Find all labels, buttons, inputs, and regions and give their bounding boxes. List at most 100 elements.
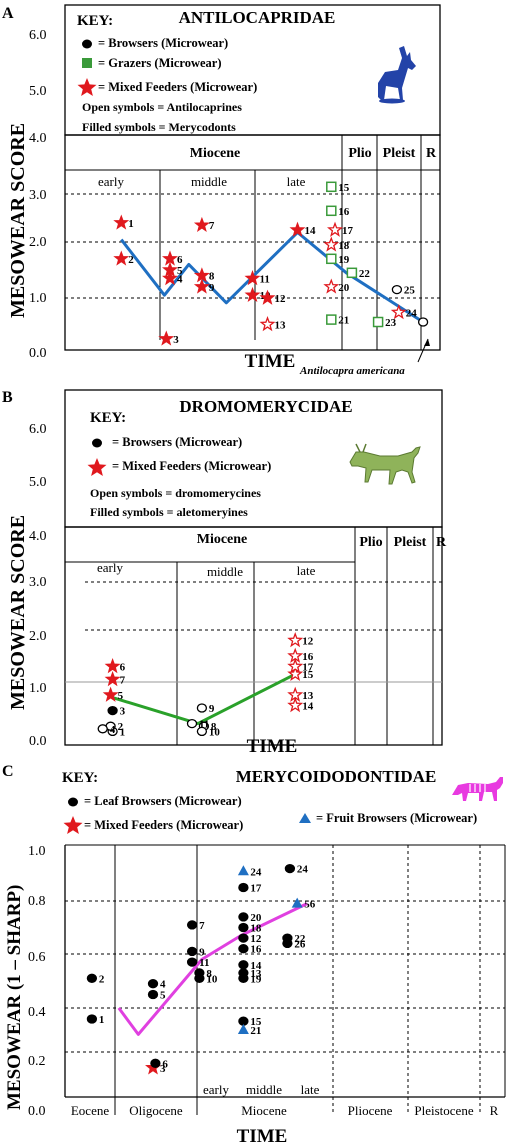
data-label-5: 5 bbox=[118, 690, 124, 702]
data-point-14 bbox=[289, 221, 306, 237]
data-label-10: 10 bbox=[209, 726, 221, 738]
key-b-mixed-symbol bbox=[87, 458, 107, 476]
data-label-7: 7 bbox=[199, 920, 205, 932]
ytick-b-5: 5.0 bbox=[29, 475, 47, 490]
data-label-24: 24 bbox=[297, 864, 309, 876]
data-label-25: 25 bbox=[404, 285, 416, 297]
data-point-17 bbox=[327, 221, 343, 237]
data-label-17: 17 bbox=[250, 883, 262, 895]
period-c-oligocene: Oligocene bbox=[129, 1103, 183, 1118]
period-c-recent: R bbox=[490, 1103, 499, 1118]
data-label-14: 14 bbox=[305, 225, 317, 237]
data-point-16 bbox=[238, 944, 249, 954]
data-label-15: 15 bbox=[338, 182, 350, 194]
chart-marks-a: 1234567891011121314151617181920212223242… bbox=[113, 181, 429, 346]
ytick-b-2: 2.0 bbox=[29, 629, 47, 644]
data-point-22 bbox=[346, 267, 358, 279]
data-label-2: 2 bbox=[99, 973, 105, 985]
data-point-6 bbox=[104, 658, 121, 674]
data-label-20: 20 bbox=[250, 912, 262, 924]
data-point-3 bbox=[158, 330, 175, 346]
data-label-10: 10 bbox=[206, 973, 218, 985]
data-label-12: 12 bbox=[275, 293, 287, 305]
period-c-pleistocene: Pleistocene bbox=[414, 1103, 473, 1118]
data-label-14: 14 bbox=[302, 700, 314, 712]
data-label-1: 1 bbox=[120, 726, 126, 738]
key-a-mixed-symbol bbox=[77, 78, 97, 96]
data-label-23: 23 bbox=[385, 317, 397, 329]
panel-c-title: MERYCOIDODONTIDAE bbox=[236, 767, 437, 786]
data-point-7 bbox=[186, 920, 198, 930]
data-label-5: 5 bbox=[160, 990, 166, 1002]
ytick-c-1: 1.0 bbox=[28, 844, 46, 859]
dromomerycid-illustration-icon bbox=[349, 443, 421, 485]
data-point-14 bbox=[287, 697, 304, 713]
panel-a: A 6.0 5.0 4.0 3.0 2.0 1.0 0.0 MESOWEAR S… bbox=[2, 4, 441, 377]
data-label-8: 8 bbox=[206, 968, 212, 980]
key-c-fruit-symbol bbox=[299, 813, 311, 823]
data-label-3: 3 bbox=[160, 1063, 166, 1075]
key-c-mixed-symbol bbox=[63, 816, 83, 834]
data-point-25 bbox=[391, 284, 403, 295]
data-label-4: 4 bbox=[160, 979, 166, 991]
data-point-23 bbox=[372, 316, 384, 328]
period-a-pleist: Pleist bbox=[383, 146, 416, 161]
data-label-13: 13 bbox=[250, 968, 262, 980]
data-point-18 bbox=[323, 236, 340, 252]
data-label-4: 4 bbox=[110, 724, 116, 736]
period-b-pleist: Pleist bbox=[394, 535, 427, 550]
ytick-c-08: 0.8 bbox=[28, 894, 46, 909]
data-point-11 bbox=[186, 718, 198, 729]
data-label-7: 7 bbox=[120, 674, 126, 686]
data-label-16: 16 bbox=[250, 944, 262, 956]
x-axis-label-a: TIME bbox=[245, 351, 296, 372]
subperiod-c-early: early bbox=[203, 1082, 229, 1097]
subperiod-b-middle: middle bbox=[207, 564, 243, 579]
data-label-3: 3 bbox=[173, 334, 179, 346]
data-point-10 bbox=[196, 726, 208, 737]
data-point-15 bbox=[238, 1016, 249, 1026]
ytick-c-02: 0.2 bbox=[28, 1054, 46, 1069]
y-axis-label-b: MESOWEAR SCORE bbox=[7, 515, 29, 710]
data-label-13: 13 bbox=[275, 319, 287, 331]
key-c-leaf-label: = Leaf Browsers (Microwear) bbox=[84, 794, 242, 808]
data-point-9 bbox=[196, 703, 208, 713]
subperiod-c-late: late bbox=[301, 1082, 320, 1097]
data-label-1: 1 bbox=[128, 218, 134, 230]
data-point-6 bbox=[162, 250, 178, 266]
key-c-fruit-label: = Fruit Browsers (Microwear) bbox=[316, 811, 477, 825]
data-point-5 bbox=[162, 261, 178, 277]
oreodont-silhouette-icon bbox=[452, 777, 503, 801]
ytick-a-2: 2.0 bbox=[29, 235, 47, 250]
key-c-leaf-symbol bbox=[68, 797, 78, 807]
key-b-browser-label: = Browsers (Microwear) bbox=[112, 435, 242, 449]
key-c-mixed-label: = Mixed Feeders (Microwear) bbox=[84, 818, 243, 832]
subperiod-a-middle: middle bbox=[191, 174, 227, 189]
data-point-24 bbox=[284, 863, 296, 874]
data-label-19: 19 bbox=[338, 254, 350, 266]
panel-a-letter: A bbox=[2, 5, 14, 22]
data-label-56: 56 bbox=[304, 899, 316, 911]
data-label-16: 16 bbox=[302, 651, 314, 663]
data-point-3 bbox=[107, 705, 118, 716]
data-label-1: 1 bbox=[99, 1014, 105, 1026]
data-point-24 bbox=[237, 865, 249, 876]
data-label-5: 5 bbox=[177, 265, 183, 277]
data-label-18: 18 bbox=[250, 923, 262, 935]
data-label-12: 12 bbox=[250, 933, 262, 945]
key-box-a bbox=[64, 4, 441, 136]
ytick-b-1: 1.0 bbox=[29, 681, 47, 696]
x-axis-label-b: TIME bbox=[247, 736, 298, 757]
ytick-a-5: 5.0 bbox=[29, 84, 47, 99]
key-b-browser-symbol bbox=[92, 438, 102, 448]
ytick-b-4: 4.0 bbox=[29, 529, 47, 544]
period-a-plio: Plio bbox=[348, 146, 371, 161]
data-label-21: 21 bbox=[250, 1025, 261, 1037]
data-point-6 bbox=[150, 1058, 161, 1068]
period-c-miocene: Miocene bbox=[241, 1103, 287, 1118]
key-a-mixed-label: = Mixed Feeders (Microwear) bbox=[98, 80, 257, 94]
subperiod-a-early: early bbox=[98, 174, 124, 189]
data-point-5 bbox=[147, 989, 159, 1000]
